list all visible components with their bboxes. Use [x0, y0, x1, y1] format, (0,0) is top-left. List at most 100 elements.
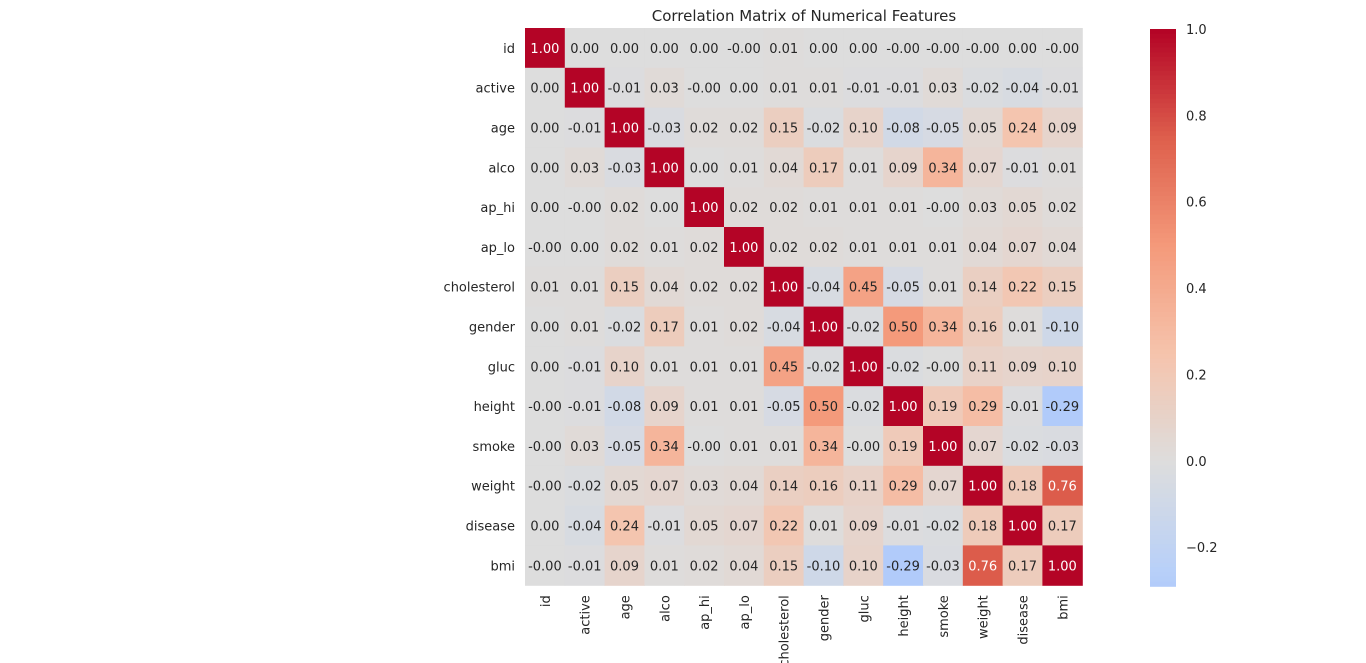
heatmap-cell-disease-gluc	[843, 505, 884, 546]
cell-annotation: 0.07	[968, 161, 997, 176]
heatmap-cell-ap_hi-bmi	[1042, 187, 1083, 228]
cell-annotation: 0.00	[809, 42, 838, 57]
cell-annotation: -0.01	[886, 520, 920, 535]
heatmap-cell-smoke-smoke	[923, 426, 964, 467]
colorbar-segment	[1150, 98, 1176, 105]
cell-annotation: 0.50	[809, 400, 838, 415]
cell-annotation: 0.01	[1008, 321, 1037, 336]
colorbar-segment	[1150, 33, 1176, 40]
heatmap-cells	[525, 28, 1083, 586]
colorbar-segment	[1150, 465, 1176, 471]
cell-annotation: 0.15	[769, 122, 798, 137]
heatmap-cell-bmi-smoke	[923, 545, 964, 586]
colorbar-tick-label: 0.0	[1186, 455, 1207, 470]
cell-annotation: 0.76	[968, 559, 997, 574]
heatmap-cell-id-smoke	[923, 28, 964, 69]
cell-annotation: 1.00	[928, 440, 957, 455]
cell-annotation: 0.09	[849, 520, 878, 535]
y-tick-label: cholesterol	[444, 281, 515, 296]
heatmap-cell-id-ap_lo	[724, 28, 765, 69]
colorbar-segment	[1150, 191, 1176, 197]
y-tick-label: ap_lo	[481, 241, 515, 256]
colorbar-segment	[1150, 521, 1176, 527]
cell-annotation: 0.34	[809, 440, 838, 455]
cell-annotation: 0.50	[889, 321, 918, 336]
cell-annotation: -0.04	[767, 321, 801, 336]
heatmap-cell-ap_lo-gender	[803, 227, 844, 268]
y-tick-label: active	[475, 82, 515, 97]
colorbar-segment	[1150, 279, 1176, 286]
colorbar-segment	[1150, 344, 1176, 351]
colorbar-segment	[1150, 414, 1176, 420]
colorbar-segment	[1150, 423, 1176, 429]
cell-annotation: 0.09	[1048, 122, 1077, 137]
cell-annotation: 0.29	[889, 480, 918, 495]
heatmap-cell-height-gluc	[843, 386, 884, 427]
heatmap-cell-height-height	[883, 386, 924, 427]
cell-annotation: -0.01	[1006, 400, 1040, 415]
cell-annotation: -0.02	[608, 321, 642, 336]
heatmap-cell-age-age	[604, 107, 645, 148]
cell-annotation: 0.01	[570, 321, 599, 336]
colorbar-segment	[1150, 172, 1176, 179]
colorbar-segment	[1150, 525, 1176, 532]
heatmap-cell-bmi-disease	[1002, 545, 1043, 586]
cell-annotation: 0.05	[690, 520, 719, 535]
cell-annotation: -0.10	[807, 559, 841, 574]
cell-annotation: -0.00	[687, 440, 721, 455]
heatmap-cell-smoke-cholesterol	[763, 426, 805, 467]
cell-annotation: 0.02	[690, 122, 719, 137]
cell-annotation: 0.00	[530, 82, 559, 97]
cell-annotation: 0.02	[769, 241, 798, 256]
colorbar-segment	[1150, 349, 1176, 355]
cell-annotation: -0.05	[926, 122, 960, 137]
colorbar-segment	[1150, 404, 1176, 411]
colorbar-segment	[1150, 316, 1176, 323]
cell-annotation: 0.04	[650, 281, 679, 296]
cell-annotation: -0.02	[966, 82, 1000, 97]
cell-annotation: -0.00	[528, 440, 562, 455]
cell-annotation: 0.00	[650, 42, 679, 57]
cell-annotation: 0.03	[928, 82, 957, 97]
colorbar-segment	[1150, 442, 1176, 448]
cell-annotation: 0.14	[968, 281, 997, 296]
cell-annotation: -0.00	[687, 82, 721, 97]
heatmap-cell-ap_lo-ap_lo	[724, 227, 765, 268]
heatmap-cell-height-cholesterol	[763, 386, 805, 427]
y-tick-label: weight	[471, 480, 515, 495]
cell-annotation: 0.04	[729, 480, 758, 495]
colorbar-segment	[1150, 196, 1176, 202]
heatmap-cell-gender-smoke	[923, 306, 964, 347]
heatmap-cell-cholesterol-age	[604, 266, 645, 308]
heatmap-cell-cholesterol-weight	[962, 266, 1004, 308]
colorbar-segment	[1150, 372, 1176, 378]
cell-annotation: -0.00	[926, 42, 960, 57]
cell-annotation: 0.01	[729, 400, 758, 415]
cell-annotation: -0.05	[767, 400, 801, 415]
cell-annotation: 0.34	[928, 161, 957, 176]
cell-annotation: 0.02	[729, 321, 758, 336]
cell-annotation: 0.01	[809, 520, 838, 535]
colorbar-segment	[1150, 302, 1176, 309]
heatmap-cell-alco-gluc	[843, 147, 884, 188]
colorbar-segment	[1150, 395, 1176, 402]
heatmap-cell-active-height	[883, 67, 924, 109]
cell-annotation: 0.18	[1008, 480, 1037, 495]
heatmap-cell-disease-weight	[962, 505, 1004, 546]
cell-annotation: 0.24	[610, 520, 639, 535]
cell-annotation: 0.01	[570, 281, 599, 296]
colorbar-segment	[1150, 400, 1176, 406]
heatmap-cell-age-gluc	[843, 107, 884, 148]
cell-annotation: 0.05	[1008, 201, 1037, 216]
colorbar-segment	[1150, 117, 1176, 123]
heatmap-cell-id-alco	[644, 28, 685, 69]
cell-annotation: 0.02	[809, 241, 838, 256]
cell-annotation: -0.01	[1006, 161, 1040, 176]
cell-annotation: 0.22	[1008, 281, 1037, 296]
heatmap-cell-alco-active	[564, 147, 606, 188]
cell-annotation: -0.01	[568, 400, 602, 415]
colorbar-segment	[1150, 284, 1176, 290]
cell-annotation: 0.01	[928, 241, 957, 256]
colorbar-segment	[1150, 553, 1176, 559]
colorbar-tick-label: 1.0	[1186, 23, 1207, 38]
